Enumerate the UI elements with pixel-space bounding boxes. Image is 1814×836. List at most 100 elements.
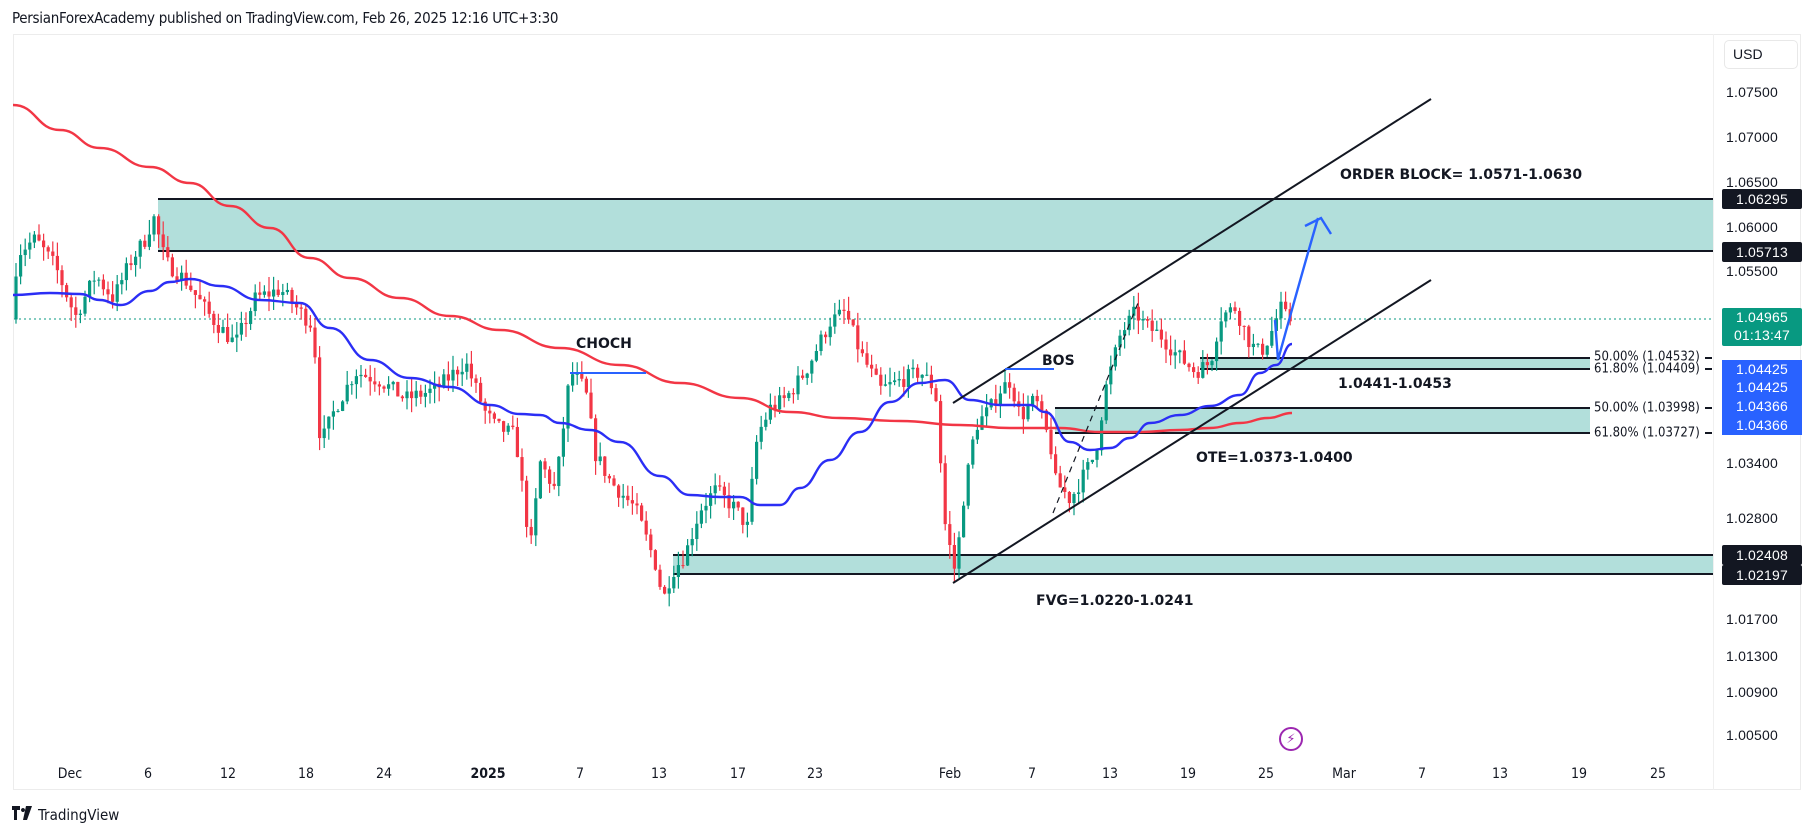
candle	[911, 359, 915, 379]
candle	[304, 304, 308, 334]
price-tick: 1.05500	[1726, 263, 1779, 279]
candle	[690, 527, 694, 557]
candle	[998, 385, 1002, 419]
candle	[1187, 362, 1191, 372]
ote-zone	[1055, 408, 1590, 433]
candle	[571, 362, 575, 392]
candle	[902, 366, 906, 397]
candle	[1040, 394, 1044, 419]
candle	[649, 528, 653, 558]
candle	[134, 251, 138, 277]
price-label-dark: 1.05713	[1722, 242, 1802, 262]
candle	[759, 415, 763, 450]
candle	[1003, 370, 1007, 394]
candle	[69, 293, 73, 322]
candle	[1058, 465, 1062, 488]
candle	[1215, 337, 1219, 371]
candle	[78, 309, 82, 324]
candle	[138, 239, 142, 269]
candle	[538, 459, 542, 499]
price-tick: 1.01700	[1726, 611, 1779, 627]
candle	[975, 418, 979, 444]
candle	[216, 313, 220, 344]
candle	[552, 471, 556, 490]
candle	[1008, 373, 1012, 399]
candle	[607, 473, 611, 484]
candle	[465, 353, 469, 380]
candle	[1035, 389, 1039, 408]
candle	[1224, 310, 1228, 328]
order-block-zone	[158, 199, 1713, 251]
lightning-alert-icon[interactable]: ⚡	[1279, 727, 1303, 751]
candle	[851, 319, 855, 327]
candle	[1173, 339, 1177, 369]
candle	[810, 359, 814, 383]
candle	[814, 344, 818, 363]
candle	[865, 341, 869, 368]
projection-path	[1273, 217, 1320, 361]
bos-label: BOS	[1042, 353, 1075, 369]
candle	[1219, 307, 1223, 355]
candle	[437, 376, 441, 402]
candle	[166, 236, 170, 262]
candle	[630, 486, 634, 515]
currency-button[interactable]: USD	[1724, 40, 1798, 69]
candle	[193, 290, 197, 309]
time-tick: 19	[1179, 766, 1197, 782]
candle	[124, 257, 128, 291]
candle	[589, 378, 593, 420]
candle	[1127, 309, 1131, 336]
candle	[92, 270, 96, 295]
ote-label: OTE=1.0373-1.0400	[1196, 450, 1353, 466]
fvg-zone	[673, 555, 1713, 574]
candle	[483, 398, 487, 424]
candle	[966, 463, 970, 510]
fib-zone-label: 1.0441-1.0453	[1338, 376, 1452, 392]
candle	[460, 358, 464, 387]
candle	[511, 415, 515, 430]
candle	[377, 381, 381, 396]
price-label-dark: 1.06295	[1722, 189, 1802, 209]
candle	[341, 400, 345, 412]
candle	[856, 312, 860, 363]
candle	[626, 485, 630, 506]
candle	[1090, 459, 1094, 464]
candle	[391, 380, 395, 391]
candle	[939, 394, 943, 473]
candle	[916, 364, 920, 385]
footer-brand[interactable]: TradingView	[12, 806, 119, 824]
price-tick: 1.06500	[1726, 174, 1779, 190]
candle	[787, 390, 791, 402]
candle	[594, 414, 598, 475]
ma-slow-red-line	[12, 103, 1293, 434]
candle	[189, 272, 193, 292]
candle	[920, 374, 924, 387]
time-tick: 2025	[470, 766, 506, 782]
candle	[1072, 492, 1076, 516]
fib-level-50-upper: 50.00% (1.04532)	[1594, 349, 1700, 365]
candle	[419, 384, 423, 405]
candle	[548, 466, 552, 493]
candle	[1063, 475, 1067, 499]
candle	[299, 302, 303, 320]
candle	[120, 272, 124, 295]
candle	[1031, 393, 1035, 412]
price-label-blue: 1.04366	[1722, 416, 1802, 435]
candle	[290, 287, 294, 314]
candle	[778, 386, 782, 414]
time-tick: Mar	[1332, 766, 1356, 782]
candle	[364, 368, 368, 378]
candle	[1192, 362, 1196, 378]
candle	[888, 367, 892, 397]
candle	[842, 298, 846, 324]
candle	[1242, 325, 1246, 341]
time-tick: 6	[143, 766, 153, 782]
tradingview-logo-icon	[12, 806, 34, 824]
candle	[55, 242, 59, 284]
candle	[1095, 449, 1099, 468]
candle	[962, 501, 966, 538]
candle	[322, 415, 326, 449]
candle	[713, 473, 717, 505]
time-tick: 13	[1491, 766, 1509, 782]
